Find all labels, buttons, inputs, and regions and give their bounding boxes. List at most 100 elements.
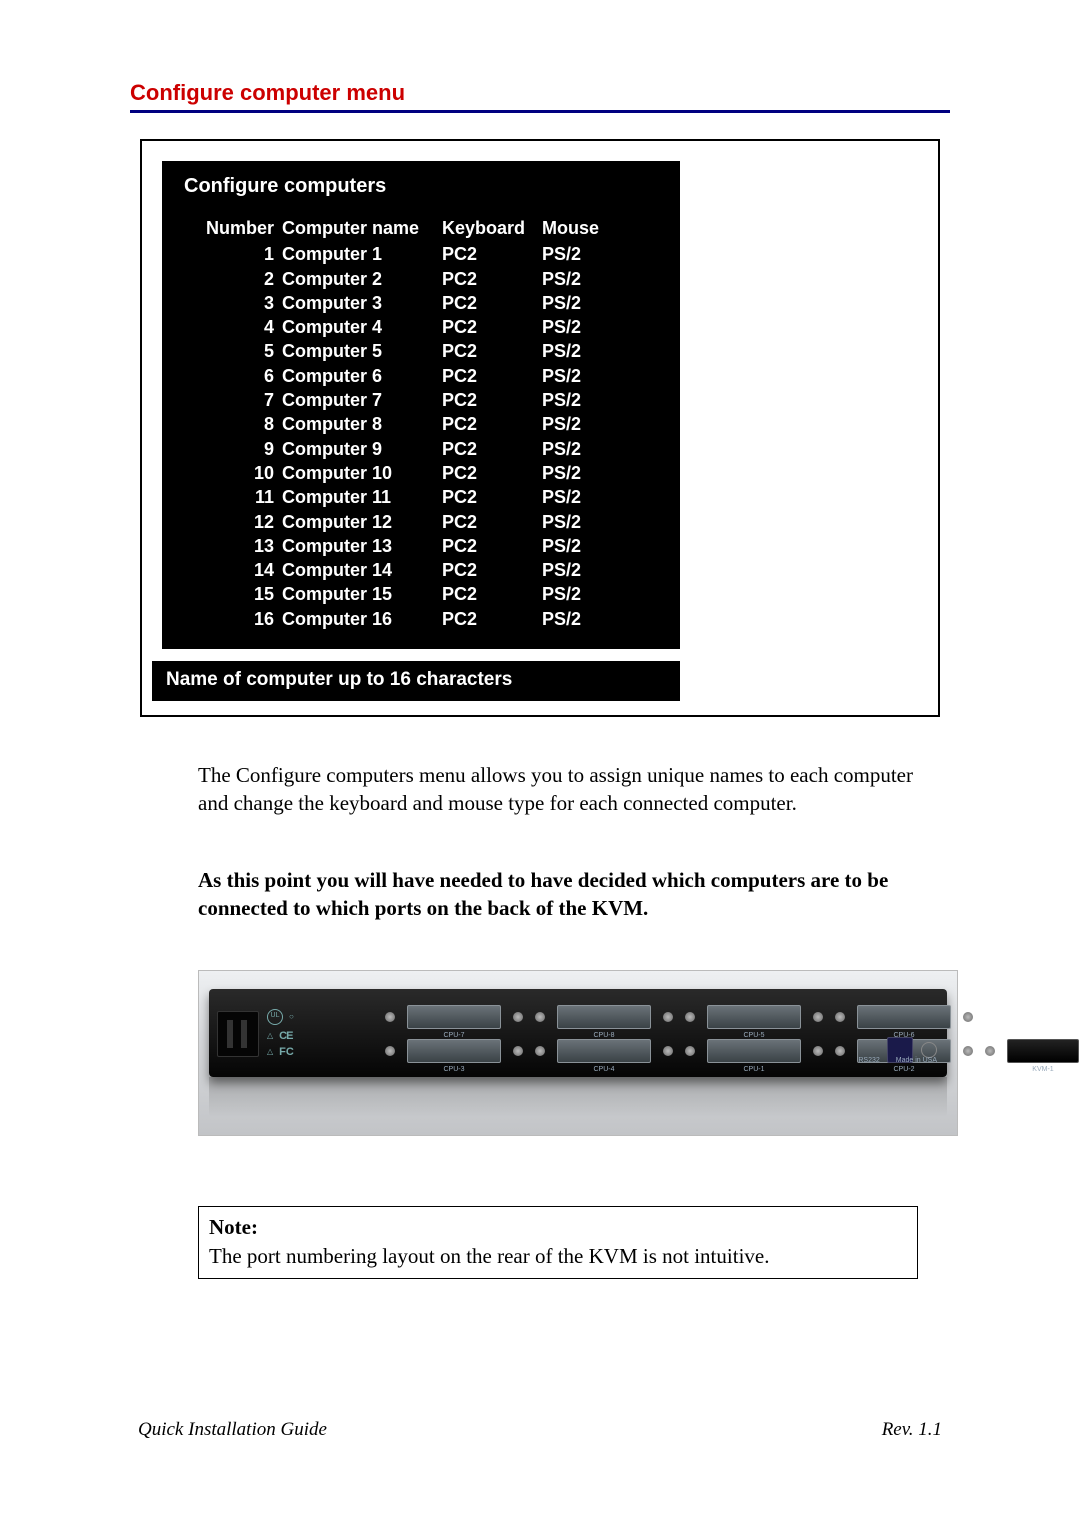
cell-number: 2	[184, 267, 282, 291]
cell-number: 3	[184, 291, 282, 315]
power-socket-icon	[217, 1011, 259, 1057]
cell-number: 9	[184, 437, 282, 461]
screw-icon	[963, 1012, 973, 1022]
cell-number: 10	[184, 461, 282, 485]
cell-number: 11	[184, 485, 282, 509]
computer-table: Number Computer name Keyboard Mouse 1Com…	[184, 216, 658, 631]
table-row: 16Computer 16PC2PS/2	[184, 607, 658, 631]
cell-keyboard: PC2	[442, 388, 542, 412]
cell-number: 13	[184, 534, 282, 558]
rs232-label: RS232	[858, 1057, 879, 1064]
cell-name: Computer 13	[282, 534, 442, 558]
port-label: CPU-7	[408, 1032, 500, 1039]
cell-name: Computer 10	[282, 461, 442, 485]
cell-keyboard: PC2	[442, 461, 542, 485]
title-underline	[130, 110, 950, 113]
cell-mouse: PS/2	[542, 339, 612, 363]
cell-mouse: PS/2	[542, 242, 612, 266]
cell-number: 5	[184, 339, 282, 363]
cell-mouse: PS/2	[542, 461, 612, 485]
table-row: 8Computer 8PC2PS/2	[184, 412, 658, 436]
instruction-paragraph: As this point you will have needed to ha…	[198, 866, 918, 923]
cell-number: 6	[184, 364, 282, 388]
hdr-number: Number	[184, 216, 282, 240]
ul-mark-icon: UL	[267, 1009, 283, 1025]
warn-triangle-icon: △	[267, 1047, 273, 1057]
table-row: 12Computer 12PC2PS/2	[184, 510, 658, 534]
cpu-port: CPU-6	[857, 1005, 951, 1029]
cell-keyboard: PC2	[442, 291, 542, 315]
cell-name: Computer 15	[282, 582, 442, 606]
warn-triangle-icon: △	[267, 1031, 273, 1041]
note-title: Note:	[209, 1213, 907, 1241]
screw-icon	[813, 1012, 823, 1022]
table-row: 6Computer 6PC2PS/2	[184, 364, 658, 388]
screw-icon	[535, 1046, 545, 1056]
kvm-unit: UL ○ △ CE △ FC CPU-7 CPU-8 CPU-5	[209, 989, 947, 1077]
cell-mouse: PS/2	[542, 267, 612, 291]
cell-keyboard: PC2	[442, 242, 542, 266]
cell-number: 15	[184, 582, 282, 606]
port-label: CPU-4	[558, 1066, 650, 1073]
screw-icon	[835, 1046, 845, 1056]
screw-icon	[663, 1046, 673, 1056]
screw-icon	[535, 1012, 545, 1022]
table-row: 7Computer 7PC2PS/2	[184, 388, 658, 412]
page-footer: Quick Installation Guide Rev. 1.1	[130, 1419, 950, 1441]
cell-keyboard: PC2	[442, 582, 542, 606]
cell-name: Computer 1	[282, 242, 442, 266]
cell-keyboard: PC2	[442, 437, 542, 461]
cell-name: Computer 2	[282, 267, 442, 291]
cell-number: 1	[184, 242, 282, 266]
screw-icon	[963, 1046, 973, 1056]
screw-icon	[663, 1012, 673, 1022]
cell-number: 12	[184, 510, 282, 534]
hdr-keyboard: Keyboard	[442, 216, 542, 240]
cell-name: Computer 16	[282, 607, 442, 631]
cell-name: Computer 3	[282, 291, 442, 315]
fc-mark: FC	[279, 1047, 294, 1057]
table-row: 1Computer 1PC2PS/2	[184, 242, 658, 266]
table-row: 11Computer 11PC2PS/2	[184, 485, 658, 509]
configure-menu-screenshot: Configure computers Number Computer name…	[140, 139, 940, 717]
cpu-port: CPU-7	[407, 1005, 501, 1029]
cell-name: Computer 14	[282, 558, 442, 582]
cell-keyboard: PC2	[442, 412, 542, 436]
note-text: The port numbering layout on the rear of…	[209, 1242, 907, 1270]
cell-keyboard: PC2	[442, 267, 542, 291]
menu-panel: Configure computers Number Computer name…	[162, 161, 680, 649]
screw-icon	[513, 1012, 523, 1022]
screw-icon	[385, 1012, 395, 1022]
bottom-port-row: CPU-3 CPU-4 CPU-1 CPU-2 KVM-1	[385, 1039, 1080, 1063]
cell-name: Computer 7	[282, 388, 442, 412]
screw-icon	[685, 1046, 695, 1056]
cell-name: Computer 11	[282, 485, 442, 509]
screw-icon	[835, 1012, 845, 1022]
cell-name: Computer 8	[282, 412, 442, 436]
table-row: 5Computer 5PC2PS/2	[184, 339, 658, 363]
cell-mouse: PS/2	[542, 388, 612, 412]
kvm-port: KVM-1	[1007, 1039, 1079, 1063]
table-row: 10Computer 10PC2PS/2	[184, 461, 658, 485]
cell-keyboard: PC2	[442, 364, 542, 388]
port-label: CPU-8	[558, 1032, 650, 1039]
cell-number: 8	[184, 412, 282, 436]
screw-icon	[385, 1046, 395, 1056]
certification-labels: UL ○ △ CE △ FC	[267, 1009, 357, 1059]
cell-number: 7	[184, 388, 282, 412]
port-label: KVM-1	[1008, 1066, 1078, 1073]
photo-reflection	[209, 1077, 947, 1117]
lock-icaon	[921, 1042, 937, 1058]
cell-mouse: PS/2	[542, 485, 612, 509]
cell-name: Computer 6	[282, 364, 442, 388]
menu-title: Configure computers	[184, 175, 658, 198]
cell-number: 14	[184, 558, 282, 582]
port-label: CPU-3	[408, 1066, 500, 1073]
cell-keyboard: PC2	[442, 534, 542, 558]
cpu-port: CPU-8	[557, 1005, 651, 1029]
cell-name: Computer 9	[282, 437, 442, 461]
note-box: Note: The port numbering layout on the r…	[198, 1206, 918, 1279]
document-page: Configure computer menu Configure comput…	[0, 0, 1080, 1501]
cpu-port: CPU-1	[707, 1039, 801, 1063]
cell-keyboard: PC2	[442, 339, 542, 363]
